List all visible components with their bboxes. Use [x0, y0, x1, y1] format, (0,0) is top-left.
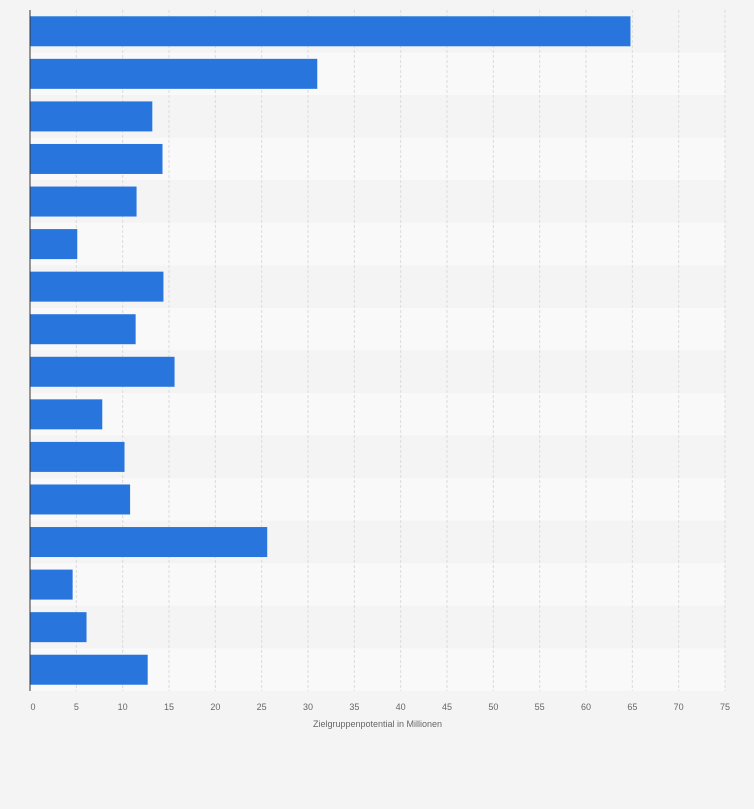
x-tick-label: 25 — [257, 702, 267, 712]
bar[interactable] — [30, 527, 268, 558]
x-tick-label: 50 — [488, 702, 498, 712]
row-band — [30, 605, 725, 649]
x-tick-label: 30 — [303, 702, 313, 712]
bars — [30, 16, 631, 685]
bar[interactable] — [30, 16, 631, 47]
x-tick-label: 70 — [674, 702, 684, 712]
bar[interactable] — [30, 356, 175, 387]
bar[interactable] — [30, 229, 78, 260]
bar[interactable] — [30, 399, 103, 430]
x-tick-label: 65 — [627, 702, 637, 712]
x-axis-ticks: 0 5 10 15 20 25 30 35 40 45 50 55 60 65 70 75 — [30, 702, 730, 712]
bar[interactable] — [30, 484, 131, 515]
row-band — [30, 393, 725, 436]
bar[interactable] — [30, 612, 87, 643]
x-tick-label: 45 — [442, 702, 452, 712]
x-tick-label: 35 — [349, 702, 359, 712]
row-band — [30, 222, 725, 266]
row-band — [30, 563, 725, 606]
bar[interactable] — [30, 441, 125, 472]
x-tick-label: 55 — [535, 702, 545, 712]
row-band — [30, 180, 725, 223]
row-band — [30, 435, 725, 479]
x-tick-label: 15 — [164, 702, 174, 712]
bar[interactable] — [30, 569, 73, 600]
x-tick-label: 20 — [210, 702, 220, 712]
x-tick-label: 75 — [720, 702, 730, 712]
x-tick-label: 5 — [74, 702, 79, 712]
bar[interactable] — [30, 58, 318, 89]
bar[interactable] — [30, 101, 153, 132]
bar[interactable] — [30, 186, 137, 217]
row-band — [30, 307, 725, 351]
x-tick-label: 40 — [396, 702, 406, 712]
bar[interactable] — [30, 271, 164, 302]
x-axis-title: Zielgruppenpotential in Millionen — [313, 719, 442, 729]
bar[interactable] — [30, 654, 148, 685]
row-band — [30, 478, 725, 521]
bar[interactable] — [30, 143, 163, 174]
x-tick-label: 10 — [118, 702, 128, 712]
gridlines — [75, 10, 726, 691]
x-tick-label: 60 — [581, 702, 591, 712]
x-tick-label: 0 — [30, 702, 35, 712]
bar[interactable] — [30, 314, 136, 345]
